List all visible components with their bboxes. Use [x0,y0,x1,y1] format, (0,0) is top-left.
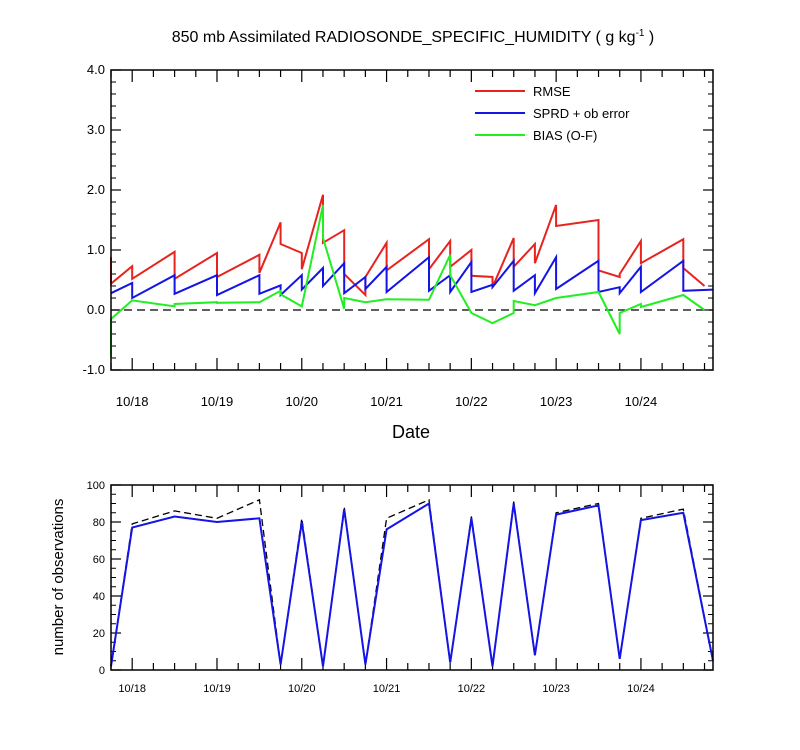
rmse-panel: -1.0 0.0 1.0 2.0 3.0 4.0 10/18 10/19 10/20 10/21 1… [83,62,714,409]
y-tick-label: 0 [99,665,105,677]
x-tick-label: 10/24 [625,394,658,409]
x-tick-label: 10/18 [116,394,149,409]
chart-title: 850 mb Assimilated RADIOSONDE_SPECIFIC_H… [172,28,655,46]
x-tick-label: 10/24 [627,683,655,695]
y-tick-label: 80 [93,517,105,529]
legend-entry: BIAS (O-F) [533,128,597,143]
x-tick-label: 10/21 [373,683,401,695]
legend-entry: RMSE [533,84,571,99]
x-tick-label: 10/23 [540,394,573,409]
y-tick-label: 0.0 [87,302,105,317]
x-tick-label: 10/22 [455,394,488,409]
y-tick-label: -1.0 [83,362,105,377]
x-tick-label: 10/22 [458,683,486,695]
series-line-rmse [110,194,706,298]
x-tick-label: 10/19 [203,683,231,695]
x-tick-label: 10/20 [288,683,316,695]
observations-panel: 0 20 40 60 80 100 10/18 10/19 10/20 10/21 10/22 10/… [87,480,714,695]
y-tick-label: 2.0 [87,182,105,197]
x-axis-label: Date [392,422,430,442]
x-tick-label: 10/21 [370,394,403,409]
y-tick-label: 20 [93,628,105,640]
y-tick-label: 40 [93,591,105,603]
y-tick-label: 100 [87,480,105,492]
x-tick-label: 10/18 [118,683,146,695]
x-tick-label: 10/19 [201,394,234,409]
series-line-bias-o-f [110,204,706,357]
y-tick-label: 60 [93,554,105,566]
y-axis-label: number of observations [50,499,67,656]
x-tick-label: 10/20 [286,394,319,409]
plot-frame [110,69,714,371]
y-tick-label: 3.0 [87,122,105,137]
x-tick-label: 10/23 [542,683,570,695]
plot-frame [110,484,714,671]
series-line-assimilated [110,501,714,667]
series-line-sprd-ob-error [110,253,714,300]
y-tick-label: 1.0 [87,242,105,257]
legend-entry: SPRD + ob error [533,106,630,121]
y-tick-label: 4.0 [87,62,105,77]
